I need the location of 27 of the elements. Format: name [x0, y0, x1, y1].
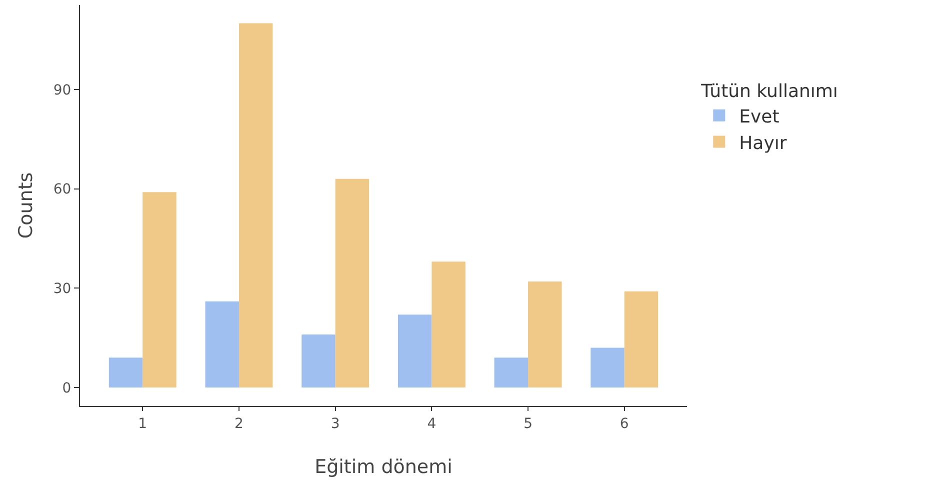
bar	[302, 334, 336, 388]
x-tick-label: 1	[138, 416, 148, 432]
bar	[335, 178, 370, 388]
x-tick-label: 4	[427, 416, 436, 432]
x-axis-title: Eğitim dönemi	[314, 456, 452, 478]
y-tick-label: 30	[53, 281, 72, 298]
x-tick-label: 6	[620, 416, 629, 432]
bar	[624, 291, 658, 388]
y-tick-label: 90	[53, 82, 72, 98]
x-tick-label: 3	[330, 416, 340, 432]
y-axis-title: Counts	[15, 172, 37, 239]
x-tick-label: 2	[234, 416, 244, 432]
x-tick-label: 5	[524, 416, 532, 432]
bar	[528, 281, 562, 388]
bar	[398, 314, 432, 388]
bar	[142, 192, 176, 388]
bar	[205, 301, 239, 388]
bar	[432, 262, 466, 388]
bar	[494, 358, 528, 388]
bar	[590, 348, 624, 388]
y-tick-label: 0	[62, 380, 72, 396]
legend-label: Evet	[739, 106, 780, 128]
y-tick-label: 60	[53, 182, 72, 198]
legend-title: Tütün kullanımı	[700, 81, 838, 102]
legend-label: Hayır	[739, 132, 788, 154]
bar	[108, 358, 143, 388]
bar	[238, 23, 273, 388]
